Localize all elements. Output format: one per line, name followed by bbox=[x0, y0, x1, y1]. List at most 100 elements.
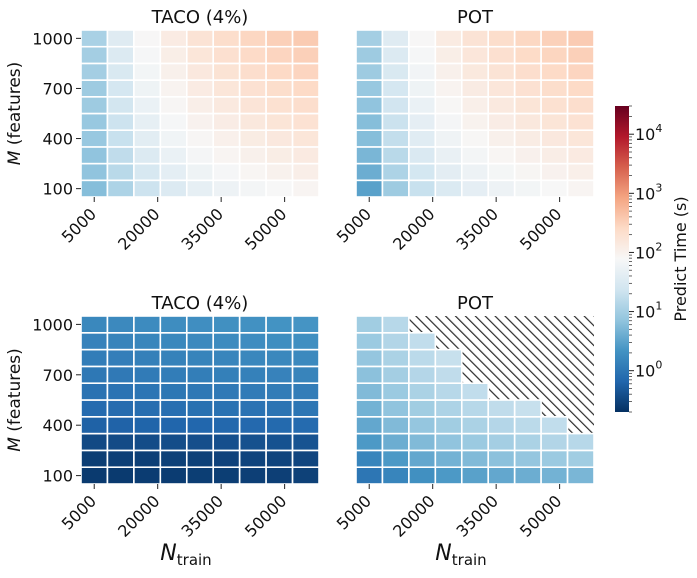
heatmap-cell bbox=[159, 315, 188, 334]
heatmap-cell bbox=[212, 365, 241, 384]
heatmap-cell bbox=[106, 365, 135, 384]
heatmap-cell bbox=[185, 365, 215, 384]
colorbar: 100 101 102 103 104 Predict Time (s) bbox=[615, 105, 690, 413]
heatmap-cell bbox=[381, 45, 410, 65]
heatmap-cell bbox=[513, 179, 542, 198]
heatmap-cell bbox=[381, 79, 410, 98]
heatmap-cell bbox=[381, 29, 410, 48]
heatmap-cell bbox=[133, 466, 162, 485]
heatmap-cell bbox=[434, 382, 463, 401]
heatmap-cell bbox=[80, 129, 109, 148]
x-tick-label: 50000 bbox=[516, 491, 565, 540]
heatmap-cell bbox=[566, 62, 595, 81]
heatmap-cell bbox=[80, 29, 109, 48]
heatmap-cell bbox=[566, 112, 595, 132]
heatmap-cell bbox=[133, 399, 162, 418]
heatmap-cell bbox=[513, 79, 542, 98]
heatmap-cell bbox=[133, 348, 162, 368]
colorbar-gradient bbox=[615, 106, 629, 412]
heatmap-cell bbox=[133, 162, 162, 182]
heatmap-cell bbox=[381, 449, 410, 468]
heatmap-cell bbox=[106, 129, 135, 148]
heatmap-cell bbox=[513, 96, 542, 115]
heatmap-cell bbox=[355, 348, 384, 368]
heatmap-cell bbox=[80, 432, 109, 452]
heatmap-cell bbox=[487, 162, 516, 182]
heatmap-cell bbox=[133, 146, 162, 165]
heatmap-cell bbox=[80, 348, 109, 368]
heatmap-cell bbox=[566, 449, 595, 468]
heatmap-cell bbox=[566, 179, 595, 198]
heatmap-cell bbox=[434, 399, 463, 418]
x-axis-label: Ntrain bbox=[435, 541, 486, 569]
heatmap-cell bbox=[133, 449, 162, 468]
heatmap-cell bbox=[460, 45, 490, 65]
heatmap-cell bbox=[159, 399, 188, 418]
heatmap-cell bbox=[212, 29, 241, 48]
heatmap-cell bbox=[434, 365, 463, 384]
heatmap-cell bbox=[212, 399, 241, 418]
heatmap-cell bbox=[185, 449, 215, 468]
heatmap-cell bbox=[238, 449, 267, 468]
heatmap-cell bbox=[434, 62, 463, 81]
x-tick-label: 5000 bbox=[333, 491, 375, 533]
heatmap-cell bbox=[238, 162, 267, 182]
heatmap-cell bbox=[185, 146, 215, 165]
heatmap-cell bbox=[238, 348, 267, 368]
heatmap-cell bbox=[487, 29, 516, 48]
heatmap-cell bbox=[355, 96, 384, 115]
heatmap-cell bbox=[381, 365, 410, 384]
heatmap-cell bbox=[408, 146, 437, 165]
heatmap-cell bbox=[238, 399, 267, 418]
heatmap-cell bbox=[265, 179, 294, 198]
heatmap-cell bbox=[238, 466, 267, 485]
panel-title: POT bbox=[457, 7, 494, 28]
heatmap-cell bbox=[291, 45, 320, 65]
heatmap-cell bbox=[159, 112, 188, 132]
heatmap-cell bbox=[408, 129, 437, 148]
heatmap-cell bbox=[434, 79, 463, 98]
heatmap-cell bbox=[159, 382, 188, 401]
heatmap-cell bbox=[185, 29, 215, 48]
heatmap-cell bbox=[408, 62, 437, 81]
heatmap-cell bbox=[513, 129, 542, 148]
heatmap-cell bbox=[185, 45, 215, 65]
heatmap-cell bbox=[133, 382, 162, 401]
heatmap-cell bbox=[133, 45, 162, 65]
heatmap-cell bbox=[566, 96, 595, 115]
heatmap-cell bbox=[133, 432, 162, 452]
heatmap-cell bbox=[355, 382, 384, 401]
heatmap-cell bbox=[106, 162, 135, 182]
heatmap-cell bbox=[80, 112, 109, 132]
heatmap-cell bbox=[487, 432, 516, 452]
x-tick-label: 20000 bbox=[389, 204, 438, 253]
heatmap-cell bbox=[540, 146, 569, 165]
heatmap-cell bbox=[106, 348, 135, 368]
heatmap-cell bbox=[133, 62, 162, 81]
colorbar-tick-label: 103 bbox=[635, 181, 662, 203]
heatmap-cell bbox=[238, 29, 267, 48]
heatmap-cell bbox=[408, 79, 437, 98]
heatmap-cell bbox=[212, 179, 241, 198]
heatmap-cell bbox=[106, 466, 135, 485]
heatmap-cell bbox=[540, 62, 569, 81]
panel-title: TACO (4%) bbox=[151, 293, 249, 314]
heatmap-cell bbox=[185, 162, 215, 182]
heatmap-cell bbox=[408, 96, 437, 115]
heatmap-cell bbox=[513, 162, 542, 182]
heatmap-cell bbox=[566, 45, 595, 65]
heatmap-cell bbox=[133, 331, 162, 351]
heatmap-cell bbox=[185, 432, 215, 452]
heatmap-cell bbox=[291, 112, 320, 132]
heatmap-cell bbox=[185, 79, 215, 98]
heatmap-cell bbox=[540, 466, 569, 485]
heatmap-cell bbox=[212, 146, 241, 165]
heatmap-cell bbox=[265, 146, 294, 165]
heatmap-cell bbox=[434, 348, 463, 368]
y-tick-label: 700 bbox=[42, 79, 73, 98]
heatmap-cell bbox=[80, 449, 109, 468]
heatmap-cell bbox=[212, 415, 241, 435]
heatmap-cell bbox=[133, 79, 162, 98]
heatmap-cell bbox=[291, 315, 320, 334]
heatmap-cell bbox=[381, 399, 410, 418]
